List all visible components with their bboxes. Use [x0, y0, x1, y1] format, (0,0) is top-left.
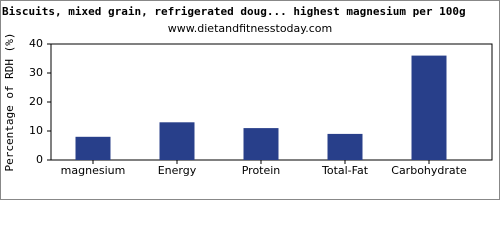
chart-subtitle: www.dietandfitnesstoday.com: [168, 22, 332, 35]
bar: [327, 133, 363, 160]
bar: [411, 55, 447, 160]
bar: [75, 136, 111, 160]
page: {"chart_data": {"type": "bar", "title": …: [0, 0, 500, 200]
y-tick-label: 10: [29, 124, 43, 137]
x-tick-label: Energy: [158, 164, 197, 177]
x-tick-label: Protein: [242, 164, 281, 177]
x-tick-label: Carbohydrate: [391, 164, 467, 177]
y-tick-label: 30: [29, 66, 43, 79]
y-tick-label: 20: [29, 95, 43, 108]
y-axis-label: Percentage of RDH (%): [3, 32, 16, 171]
y-tick-label: 40: [29, 37, 43, 50]
chart: Biscuits, mixed grain, refrigerated doug…: [0, 0, 500, 200]
y-tick-label: 0: [36, 153, 43, 166]
x-tick-label: magnesium: [61, 164, 126, 177]
x-tick-label: Total-Fat: [321, 164, 369, 177]
chart-title: Biscuits, mixed grain, refrigerated doug…: [2, 5, 466, 18]
bar: [159, 122, 195, 160]
bar: [243, 128, 279, 160]
